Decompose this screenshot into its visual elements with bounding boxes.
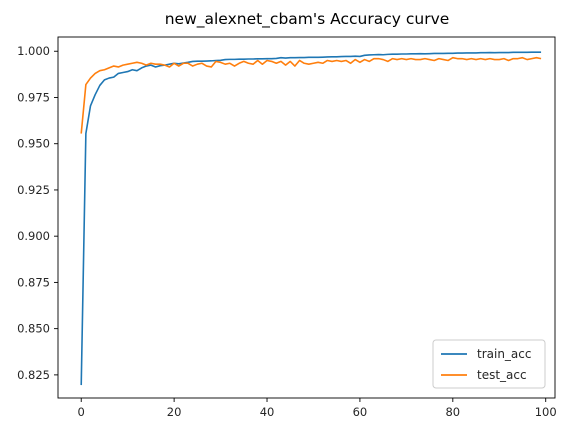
x-tick-label: 80 <box>445 405 460 419</box>
x-tick-label: 60 <box>353 405 368 419</box>
y-tick-label: 0.900 <box>17 229 50 243</box>
legend-label-test_acc: test_acc <box>477 368 527 382</box>
y-tick-label: 0.875 <box>17 275 50 289</box>
y-tick-label: 0.825 <box>17 368 50 382</box>
chart-title: new_alexnet_cbam's Accuracy curve <box>165 10 450 29</box>
series-layer <box>80 51 542 386</box>
y-tick-label: 0.925 <box>17 183 50 197</box>
x-tick-label: 20 <box>167 405 182 419</box>
legend: train_acc test_acc <box>432 339 546 389</box>
legend-label-train_acc: train_acc <box>477 347 531 361</box>
x-tick-label: 40 <box>260 405 275 419</box>
y-tick-label: 0.975 <box>17 90 50 104</box>
series-line-train_acc <box>80 51 542 386</box>
y-tick-label: 0.950 <box>17 137 50 151</box>
axes-layer: 0 20 40 60 80 100 0.825 0.850 0.875 0.900 0.925 0.9… <box>17 36 557 419</box>
axes-frame <box>57 36 556 399</box>
y-tick-label: 0.850 <box>17 322 50 336</box>
y-tick-label: 1.000 <box>17 44 50 58</box>
legend-box <box>432 339 546 389</box>
series-line-test_acc <box>80 56 542 134</box>
x-tick-label: 0 <box>78 405 85 419</box>
x-tick-label: 100 <box>535 405 557 419</box>
